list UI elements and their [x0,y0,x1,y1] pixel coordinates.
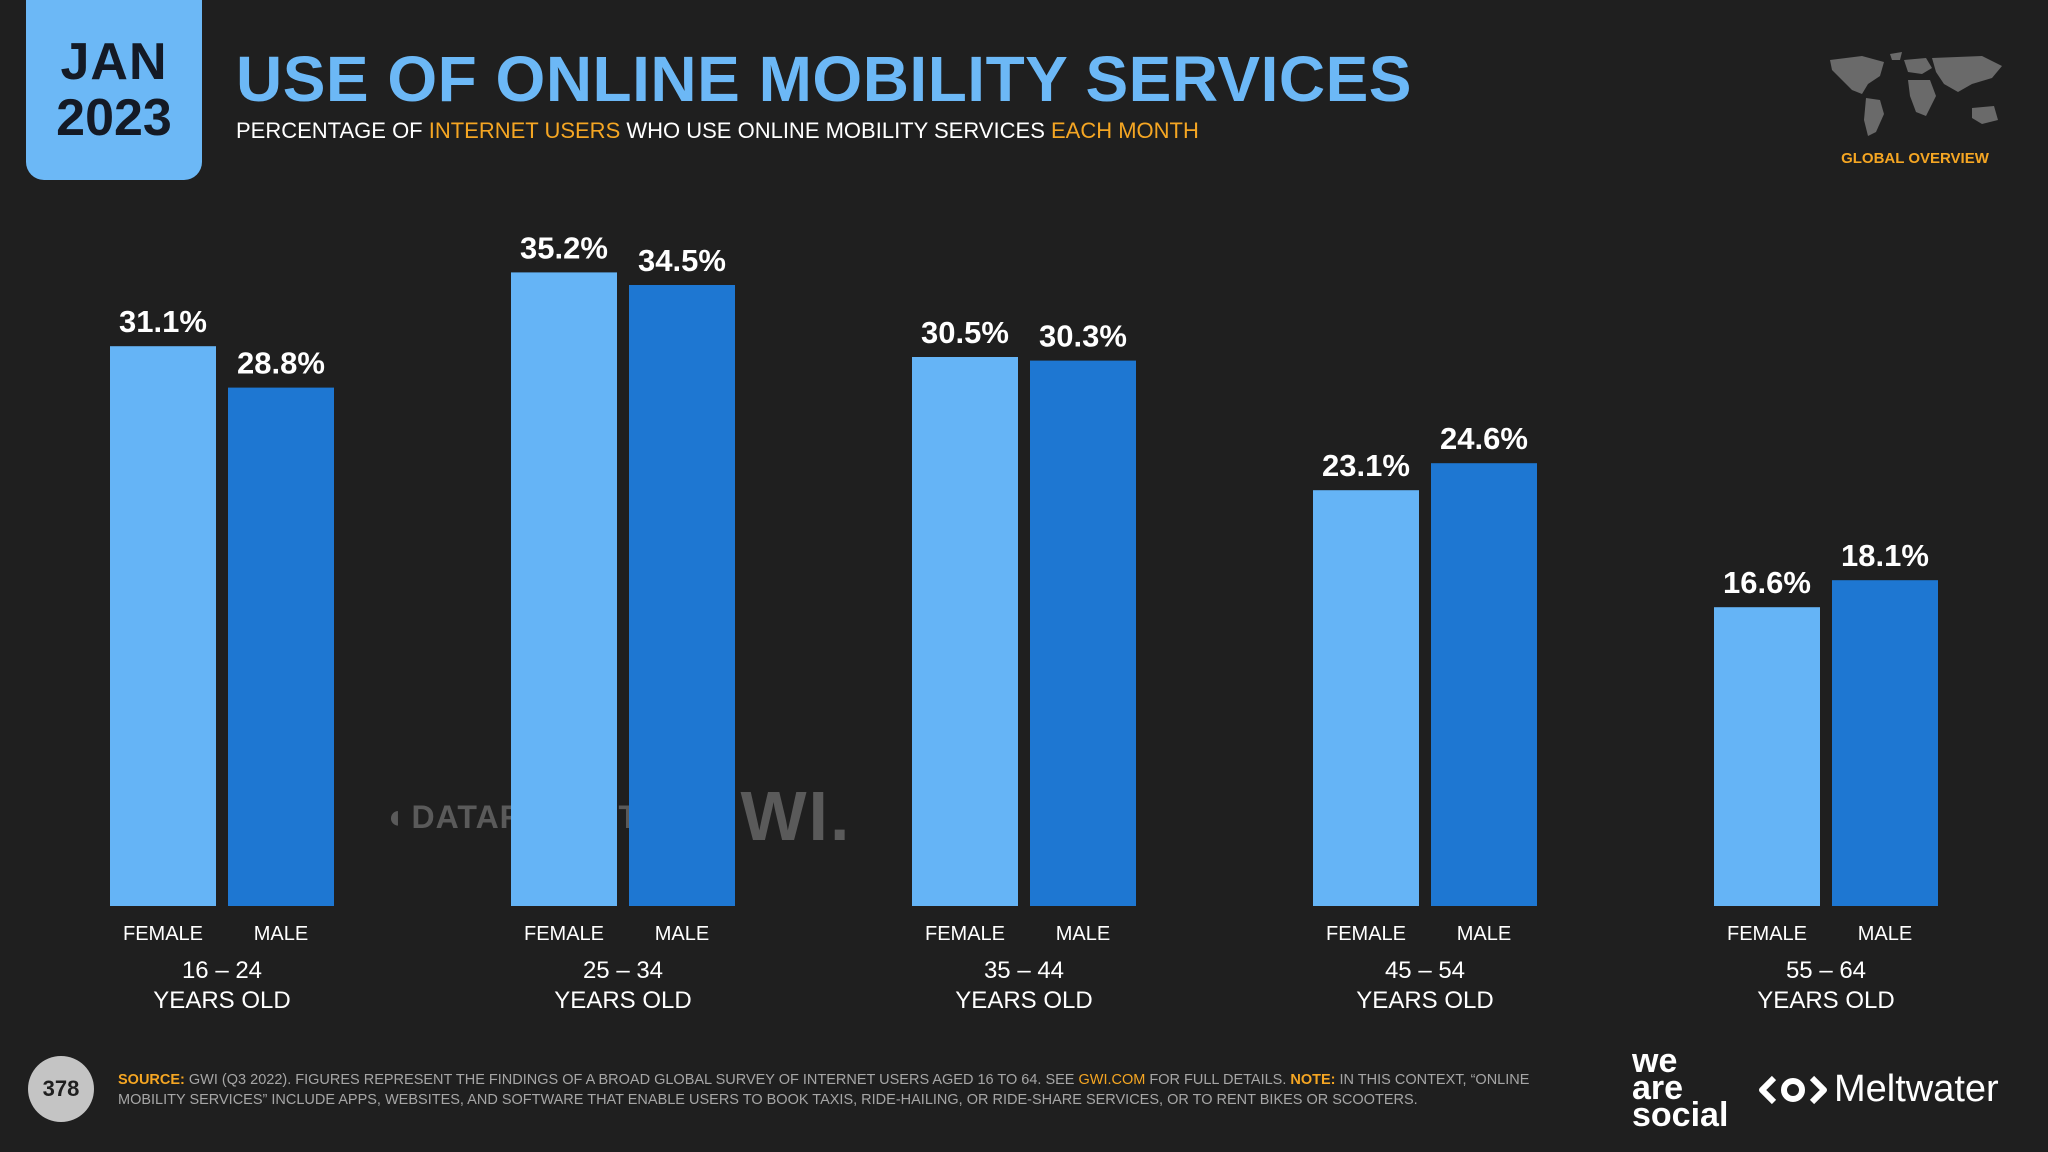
data-label-female-2: 35.2% [520,230,608,265]
subtitle-part-1: PERCENTAGE OF [236,118,429,143]
bar-female-4 [1313,490,1419,906]
bar-male-4 [1431,463,1537,906]
we-are-social-logo: we are social [1632,1042,1729,1134]
category-label-4: 45 – 54 [1385,957,1465,984]
meltwater-logo: Meltwater [1758,1068,1999,1111]
bar-female-2 [511,272,617,906]
note-label: NOTE: [1290,1072,1336,1088]
source-link[interactable]: GWI.COM [1078,1072,1146,1088]
source-footnote: SOURCE: GWI (Q3 2022). FIGURES REPRESENT… [118,1070,1598,1110]
data-label-male-4: 24.6% [1440,421,1528,456]
series-label-male-2: MALE [655,923,709,945]
date-badge: JAN 2023 [26,0,202,180]
subtitle-highlight-each-month: EACH MONTH [1050,118,1199,143]
we-are-social-line-3: social [1632,1096,1729,1134]
data-label-female-3: 30.5% [921,315,1009,350]
source-text: GWI (Q3 2022). FIGURES REPRESENT THE FIN… [184,1072,1079,1088]
series-label-female-5: FEMALE [1727,923,1807,945]
data-label-male-3: 30.3% [1039,319,1127,354]
region-label: GLOBAL OVERVIEW [1841,150,1989,167]
category-sublabel-4: YEARS OLD [1356,987,1493,1014]
series-label-male-5: MALE [1858,923,1912,945]
date-month: JAN [60,33,168,91]
datareportal-logo-icon: ◖ [384,798,406,836]
date-year: 2023 [56,89,172,147]
category-label-2: 25 – 34 [583,957,663,984]
meltwater-mark-icon [1759,1075,1827,1104]
series-label-male-3: MALE [1056,923,1110,945]
we-are-social-line-2: are [1632,1069,1684,1107]
we-are-social-line-1: we [1632,1042,1678,1080]
series-label-female-3: FEMALE [925,923,1005,945]
category-sublabel-2: YEARS OLD [554,987,691,1014]
subtitle-highlight-internet-users: INTERNET USERS [428,118,621,143]
category-sublabel-3: YEARS OLD [955,987,1092,1014]
series-label-female-1: FEMALE [123,923,203,945]
bar-female-1 [110,346,216,906]
bar-male-5 [1832,580,1938,906]
source-text-2: FOR FULL DETAILS. [1145,1072,1291,1088]
category-label-1: 16 – 24 [182,957,262,984]
meltwater-wordmark: Meltwater [1834,1068,1999,1110]
bar-female-3 [912,357,1018,906]
bar-male-1 [228,387,334,907]
data-label-male-2: 34.5% [638,243,726,278]
bar-female-5 [1714,607,1820,906]
page-number: 378 [28,1056,94,1122]
category-label-5: 55 – 64 [1786,957,1866,984]
data-label-female-1: 31.1% [119,304,207,339]
bar-male-3 [1030,360,1136,907]
source-label: SOURCE: [118,1072,185,1088]
data-label-female-5: 16.6% [1723,565,1811,600]
series-label-female-2: FEMALE [524,923,604,945]
note-text: IN THIS CONTEXT, “ONLINE MOBILITY SERVIC… [118,1072,1530,1108]
data-label-male-5: 18.1% [1841,538,1929,573]
series-label-male-4: MALE [1457,923,1511,945]
category-label-3: 35 – 44 [984,957,1064,984]
world-map-icon [1830,52,2002,136]
category-sublabel-5: YEARS OLD [1757,987,1894,1014]
category-sublabel-1: YEARS OLD [153,987,290,1014]
data-label-male-1: 28.8% [237,346,325,381]
series-label-female-4: FEMALE [1326,923,1406,945]
subtitle-part-3: WHO USE ONLINE MOBILITY SERVICES [620,118,1051,143]
bar-male-2 [629,285,735,906]
page-subtitle: PERCENTAGE OF INTERNET USERS WHO USE ONL… [236,118,1199,144]
page-title: USE OF ONLINE MOBILITY SERVICES [236,43,1412,115]
series-label-male-1: MALE [254,923,308,945]
data-label-female-4: 23.1% [1322,448,1410,483]
